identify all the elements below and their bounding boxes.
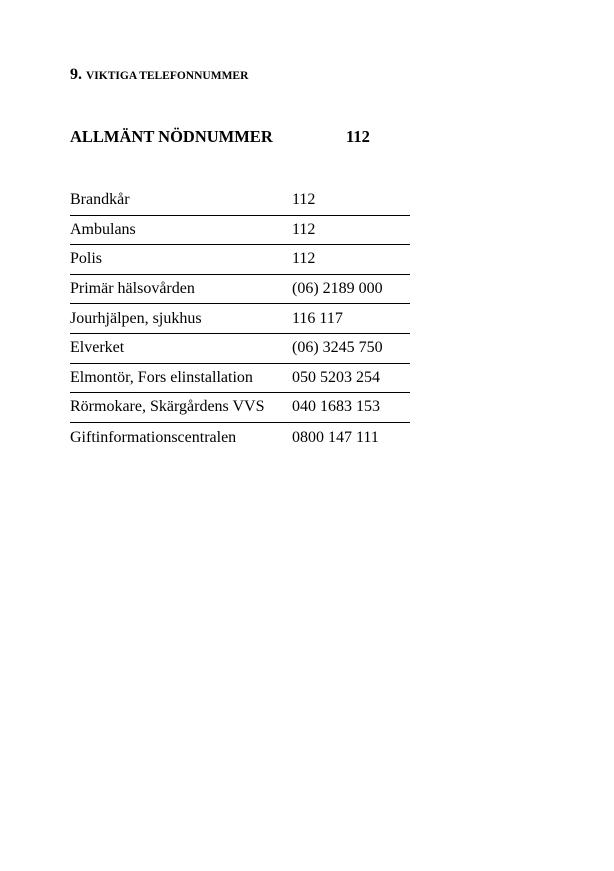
contact-phone: (06) 3245 750: [292, 339, 383, 357]
section-heading: 9. VIKTIGA TELEFONNUMMER: [70, 66, 248, 84]
contact-phone: (06) 2189 000: [292, 280, 383, 298]
table-row: Elverket (06) 3245 750: [70, 334, 410, 364]
contact-phone: 112: [292, 250, 316, 268]
contact-name: Primär hälsovården: [70, 280, 195, 298]
contact-phone: 112: [292, 220, 316, 238]
table-row: Primär hälsovården (06) 2189 000: [70, 275, 410, 305]
contact-name: Jourhjälpen, sjukhus: [70, 309, 202, 327]
emergency-number: 112: [346, 127, 370, 146]
table-row: Rörmokare, Skärgårdens VVS 040 1683 153: [70, 393, 410, 423]
contact-phone: 0800 147 111: [292, 428, 379, 446]
phone-table: Brandkår 112 Ambulans 112 Polis 112 Primär häl…: [70, 186, 410, 452]
contact-name: Giftinformationscentralen: [70, 428, 237, 446]
contact-phone: 040 1683 153: [292, 398, 380, 416]
emergency-label: ALLMÄNT NÖDNUMMER: [70, 127, 273, 146]
contact-name: Ambulans: [70, 220, 136, 238]
contact-name: Rörmokare, Skärgårdens VVS: [70, 398, 265, 416]
table-row: Elmontör, Fors elinstallation 050 5203 25…: [70, 364, 410, 394]
section-title: VIKTIGA TELEFONNUMMER: [86, 70, 249, 82]
table-row: Brandkår 112: [70, 186, 410, 216]
table-row: Ambulans 112: [70, 216, 410, 246]
table-row: Giftinformationscentralen 0800 147 111: [70, 423, 410, 453]
contact-name: Elverket: [70, 339, 125, 357]
contact-phone: 050 5203 254: [292, 368, 380, 386]
contact-name: Brandkår: [70, 191, 130, 209]
section-number: 9.: [70, 66, 82, 83]
table-row: Jourhjälpen, sjukhus 116 117: [70, 304, 410, 334]
contact-phone: 116 117: [292, 309, 343, 327]
contact-name: Polis: [70, 250, 103, 268]
contact-phone: 112: [292, 191, 316, 209]
contact-name: Elmontör, Fors elinstallation: [70, 368, 253, 386]
table-row: Polis 112: [70, 245, 410, 275]
